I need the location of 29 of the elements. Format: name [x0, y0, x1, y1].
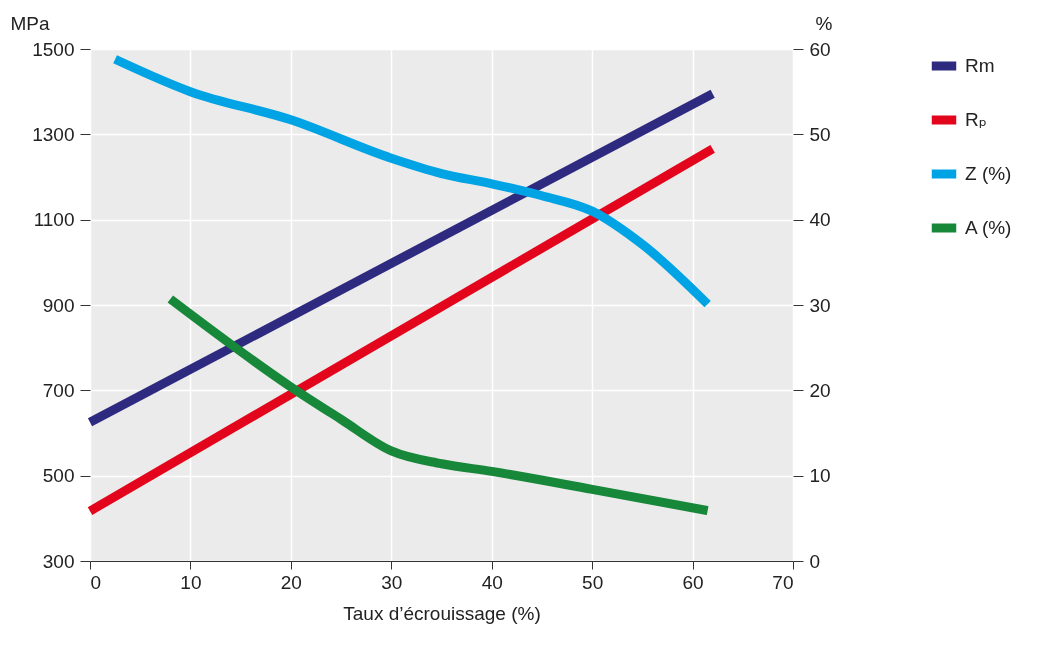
- legend-label: Z (%): [965, 163, 1012, 184]
- y2-tick-label: 0: [809, 550, 821, 572]
- x-axis-title: Taux d’écrouissage (%): [343, 602, 541, 624]
- x-tick-label: 30: [381, 571, 403, 593]
- x-tick-label: 10: [180, 571, 202, 593]
- y2-tick-label: 30: [809, 294, 831, 316]
- y2-axis-title: %: [815, 12, 833, 34]
- x-tick-label: 50: [582, 571, 604, 593]
- legend-label: Rm: [965, 55, 995, 76]
- y-tick-label: 500: [42, 465, 75, 487]
- y-tick-label: 1300: [32, 123, 75, 145]
- y2-tick-label: 50: [809, 123, 831, 145]
- x-tick-label: 70: [772, 571, 794, 593]
- y2-tick-label: 10: [809, 465, 831, 487]
- y-tick-label: 1500: [32, 38, 75, 60]
- y-tick-label: 1100: [33, 209, 75, 231]
- legend-label: A (%): [965, 217, 1012, 238]
- x-tick-label: 20: [280, 571, 302, 593]
- y-tick-label: 700: [42, 379, 75, 401]
- x-tick-label: 0: [90, 571, 102, 593]
- y-tick-label: 300: [42, 550, 75, 572]
- y-axis-title: MPa: [10, 12, 50, 34]
- x-tick-label: 40: [481, 571, 503, 593]
- y2-tick-label: 40: [809, 209, 831, 231]
- x-tick-label: 60: [682, 571, 704, 593]
- legend-label: Rₚ: [965, 109, 987, 130]
- y2-tick-label: 60: [809, 38, 831, 60]
- y-tick-label: 900: [42, 294, 75, 316]
- y2-tick-label: 20: [809, 379, 831, 401]
